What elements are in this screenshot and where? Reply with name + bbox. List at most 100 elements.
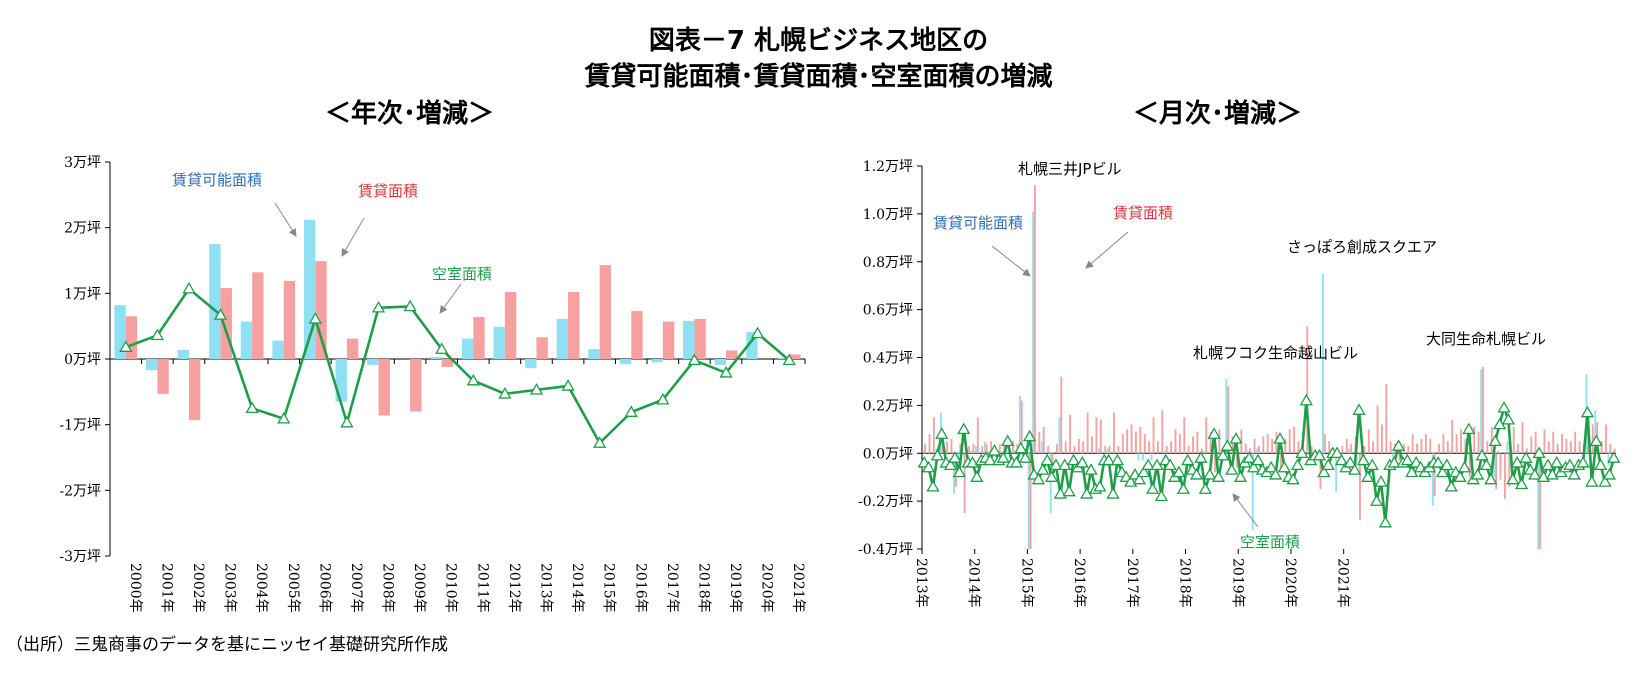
monthly-bar-leased bbox=[1561, 434, 1563, 454]
monthly-bar-leased bbox=[1359, 453, 1361, 521]
monthly-bar-leased bbox=[1605, 424, 1607, 454]
monthly-bar-leased bbox=[1258, 446, 1260, 454]
monthly-point-vacant bbox=[1462, 422, 1476, 435]
monthly-bar-leased bbox=[1574, 431, 1577, 454]
annual-bar-leased bbox=[599, 265, 612, 359]
monthly-point-vacant bbox=[1475, 448, 1489, 461]
monthly-point-vacant bbox=[1062, 484, 1076, 497]
monthly-point-vacant bbox=[1295, 446, 1309, 459]
monthly-bar-leased bbox=[1565, 438, 1568, 454]
monthly-bar-leased bbox=[1060, 376, 1063, 454]
monthly-bar-leased bbox=[1170, 441, 1173, 454]
monthly-y-tick-label: -0.2万坪 bbox=[858, 494, 913, 510]
monthly-point-vacant bbox=[1453, 470, 1467, 482]
annual-x-tick-label: 2015年 bbox=[601, 563, 617, 613]
monthly-point-vacant bbox=[943, 458, 958, 470]
monthly-bar-leased bbox=[1099, 419, 1102, 454]
monthly-label-available: 賃貸可能面積 bbox=[933, 214, 1023, 232]
annual-bar-leased bbox=[473, 316, 485, 359]
monthly-bar-leased bbox=[985, 443, 988, 454]
annual-y-tick-label: -2万坪 bbox=[59, 483, 101, 499]
monthly-point-vacant bbox=[1330, 446, 1344, 459]
annual-bar-available bbox=[525, 359, 537, 369]
annual-x-tick-label: 2012年 bbox=[506, 563, 522, 613]
monthly-bar-leased bbox=[1192, 436, 1194, 454]
monthly-bar-available bbox=[1163, 450, 1166, 454]
monthly-point-vacant bbox=[1268, 467, 1283, 480]
annual-x-tick-label: 2018年 bbox=[695, 563, 711, 613]
monthly-point-vacant bbox=[1387, 456, 1401, 468]
monthly-point-vacant bbox=[1273, 432, 1287, 444]
monthly-bar-leased bbox=[1385, 383, 1388, 454]
monthly-bar-leased bbox=[1306, 326, 1309, 454]
monthly-bar-available bbox=[1515, 450, 1518, 454]
monthly-point-vacant bbox=[1519, 451, 1533, 463]
monthly-bar-leased bbox=[1473, 426, 1476, 454]
annual-label-available: 賃貸可能面積 bbox=[172, 171, 262, 189]
annual-subtitle: ＜年次･増減＞ bbox=[325, 99, 495, 129]
monthly-bar-available bbox=[1251, 453, 1254, 530]
monthly-bar-leased bbox=[1345, 438, 1348, 454]
annual-bar-leased bbox=[378, 359, 390, 416]
annual-bar-leased bbox=[157, 359, 169, 394]
monthly-x-tick-label: 2016年 bbox=[1071, 558, 1087, 608]
monthly-bar-leased bbox=[1512, 426, 1515, 454]
monthly-point-vacant bbox=[1220, 439, 1234, 451]
annual-x-tick-label: 2004年 bbox=[253, 563, 269, 613]
monthly-point-vacant bbox=[1576, 456, 1590, 468]
annual-bar-available bbox=[461, 338, 474, 359]
monthly-bar-available bbox=[1203, 450, 1206, 454]
annual-x-tick-label: 2000年 bbox=[127, 563, 143, 613]
monthly-point-vacant bbox=[1207, 427, 1221, 439]
monthly-point-vacant bbox=[1018, 451, 1032, 463]
monthly-x-tick-label: 2017年 bbox=[1124, 558, 1140, 608]
monthly-y-tick-label: 1.2万坪 bbox=[863, 159, 913, 175]
monthly-bar-leased bbox=[963, 453, 966, 514]
monthly-point-vacant bbox=[1356, 453, 1371, 466]
monthly-x-tick-label: 2013年 bbox=[913, 558, 929, 608]
monthly-point-vacant bbox=[1484, 472, 1498, 485]
annual-bar-leased bbox=[283, 280, 296, 359]
monthly-bar-leased bbox=[1293, 426, 1296, 454]
annual-arrow-vacant bbox=[439, 283, 462, 314]
annual-bar-leased bbox=[188, 359, 201, 421]
monthly-point-vacant bbox=[935, 427, 949, 439]
monthly-bar-available bbox=[983, 441, 986, 454]
monthly-bar-leased bbox=[1328, 441, 1331, 454]
monthly-point-vacant bbox=[1242, 451, 1256, 463]
monthly-bar-leased bbox=[1407, 446, 1410, 454]
monthly-bar-leased bbox=[990, 441, 992, 454]
monthly-point-vacant bbox=[948, 451, 962, 463]
annual-point-vacant bbox=[213, 308, 228, 320]
monthly-point-vacant bbox=[1106, 487, 1120, 499]
monthly-point-vacant bbox=[1141, 458, 1155, 470]
monthly-point-vacant bbox=[1594, 458, 1608, 470]
monthly-bar-leased bbox=[1012, 441, 1014, 454]
monthly-point-vacant bbox=[1290, 458, 1305, 470]
annual-y-tick-label: 0万坪 bbox=[64, 352, 101, 368]
annual-y-tick-label: 1万坪 bbox=[64, 286, 101, 302]
monthly-bar-leased bbox=[1525, 448, 1528, 454]
monthly-bar-leased bbox=[1499, 453, 1502, 480]
monthly-point-vacant bbox=[1110, 453, 1125, 466]
monthly-bar-leased bbox=[1310, 446, 1313, 454]
monthly-point-vacant bbox=[1378, 515, 1393, 528]
monthly-point-vacant bbox=[1040, 453, 1054, 466]
monthly-point-vacant bbox=[1181, 453, 1195, 466]
monthly-point-vacant bbox=[1172, 465, 1186, 478]
monthly-bar-leased bbox=[1495, 453, 1498, 490]
monthly-point-vacant bbox=[1343, 456, 1357, 468]
monthly-point-vacant bbox=[1440, 458, 1454, 470]
monthly-bar-leased bbox=[1323, 434, 1326, 454]
monthly-point-vacant bbox=[1053, 487, 1067, 499]
monthly-bar-available bbox=[1150, 453, 1153, 461]
monthly-bar-leased bbox=[1381, 424, 1383, 454]
monthly-bar-leased bbox=[1424, 434, 1427, 454]
monthly-y-tick-label: 0.8万坪 bbox=[863, 255, 913, 271]
monthly-bar-leased bbox=[1552, 431, 1555, 454]
monthly-bar-leased bbox=[1297, 441, 1300, 454]
monthly-point-vacant bbox=[1066, 453, 1081, 466]
annual-bar-leased bbox=[220, 288, 232, 359]
monthly-bar-leased bbox=[1490, 426, 1493, 454]
annual-bar-leased bbox=[789, 354, 801, 359]
